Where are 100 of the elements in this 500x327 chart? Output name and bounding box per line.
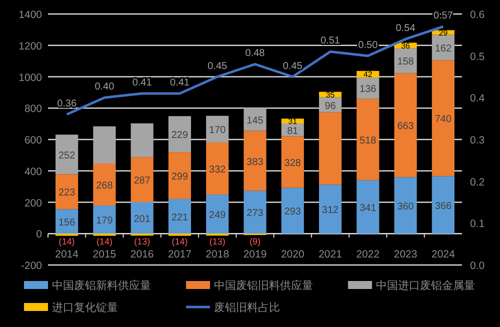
y-tick-label: 1200 — [18, 40, 42, 52]
data-label: 366 — [434, 200, 452, 212]
bar — [130, 123, 154, 158]
data-label: (13) — [209, 236, 226, 247]
legend-label: 中国进口废铝金属量 — [376, 279, 475, 292]
data-label: 332 — [209, 164, 226, 176]
data-label: (14) — [172, 236, 188, 247]
bar — [130, 157, 154, 202]
data-label: 179 — [96, 216, 114, 227]
y-tick-label: 400 — [24, 166, 42, 178]
data-label: 81 — [287, 126, 299, 137]
data-label: 35 — [326, 90, 336, 100]
x-tick-label: 2014 — [55, 248, 79, 261]
bar — [93, 126, 116, 164]
bar — [394, 73, 417, 178]
y2-tick-label: 0.6 — [470, 9, 485, 21]
data-label: 0.45 — [208, 60, 228, 72]
y-tick-label: 200 — [24, 197, 42, 210]
data-label: 299 — [171, 172, 189, 183]
bar — [281, 136, 304, 188]
bar — [356, 180, 380, 234]
data-label: 170 — [209, 125, 226, 136]
data-label: (13) — [134, 236, 150, 247]
data-label: 252 — [58, 150, 76, 162]
data-label: 0.41 — [132, 77, 152, 88]
bar — [281, 188, 304, 234]
bar — [206, 194, 229, 234]
data-label: 221 — [171, 212, 189, 224]
data-label: 273 — [246, 208, 264, 220]
data-label: 663 — [397, 121, 414, 132]
data-label: 0.40 — [94, 82, 115, 93]
data-label: 201 — [134, 214, 151, 225]
x-tick-label: 2023 — [394, 248, 418, 261]
y-tick-label: 1400 — [18, 9, 42, 21]
y2-tick-label: 0.4 — [470, 92, 485, 105]
bar — [356, 98, 380, 180]
data-label: 0.36 — [57, 98, 77, 110]
y2-tick-label: 0.2 — [470, 176, 485, 188]
data-label: 293 — [284, 206, 302, 218]
x-tick-label: 2024 — [432, 248, 456, 261]
x-tick-label: 2018 — [206, 248, 230, 261]
data-label: 268 — [96, 180, 114, 192]
data-label: (9) — [250, 236, 260, 247]
bar — [168, 116, 192, 152]
data-label: 96 — [324, 100, 336, 112]
data-label: 223 — [58, 188, 76, 199]
legend-label: 进口复化锭量 — [52, 301, 118, 314]
y-tick-label: 1000 — [18, 72, 42, 84]
data-label: 0.48 — [245, 48, 266, 60]
bar — [93, 206, 116, 234]
data-label: 0.54 — [396, 23, 416, 34]
bar — [56, 174, 78, 210]
data-label: 0.45 — [282, 60, 303, 72]
bar — [93, 164, 116, 206]
bar — [168, 198, 192, 234]
data-label: 0.41 — [170, 77, 190, 88]
data-label: 328 — [284, 158, 302, 169]
y2-tick-label: 0.1 — [470, 218, 485, 230]
data-label: 229 — [171, 130, 189, 142]
data-label: 158 — [397, 56, 414, 68]
data-label: 360 — [397, 201, 414, 212]
data-label: (14) — [58, 236, 75, 247]
data-label: 312 — [322, 205, 340, 216]
bar — [206, 142, 229, 195]
data-label: 287 — [134, 176, 151, 187]
data-label: 162 — [434, 43, 452, 54]
data-label: 145 — [246, 115, 264, 126]
y2-tick-label: 0.5 — [470, 50, 485, 63]
bar — [394, 177, 417, 234]
x-tick-label: 2019 — [243, 248, 267, 261]
bar — [244, 130, 266, 191]
data-label: 383 — [246, 156, 264, 168]
y2-tick-label: 0.0 — [470, 260, 485, 272]
x-tick-label: 2016 — [130, 248, 154, 261]
data-label: 740 — [434, 114, 452, 126]
data-label: 249 — [209, 210, 226, 222]
bar — [244, 190, 266, 234]
data-label: 42 — [363, 70, 373, 80]
data-label: (14) — [96, 236, 112, 247]
data-label: 156 — [58, 217, 76, 228]
x-tick-label: 2020 — [280, 248, 304, 261]
bar — [318, 112, 342, 185]
bar — [56, 134, 78, 174]
bar — [432, 60, 454, 176]
y-tick-label: -200 — [20, 260, 42, 272]
bar — [168, 152, 192, 199]
data-label: 0.51 — [320, 36, 340, 47]
data-label: 36 — [401, 42, 411, 51]
y2-tick-label: 0.3 — [470, 134, 485, 146]
y-tick-label: 0 — [36, 228, 42, 241]
x-tick-label: 2021 — [318, 248, 342, 261]
x-tick-label: 2017 — [168, 248, 192, 261]
bar — [432, 176, 454, 234]
legend-label: 中国废铝新料供应量 — [52, 279, 151, 292]
data-label: 341 — [360, 202, 377, 214]
bar — [318, 184, 342, 234]
x-tick-label: 2022 — [356, 248, 380, 261]
data-label: 518 — [360, 136, 377, 146]
bar — [130, 202, 154, 234]
x-tick-label: 2015 — [92, 248, 116, 261]
